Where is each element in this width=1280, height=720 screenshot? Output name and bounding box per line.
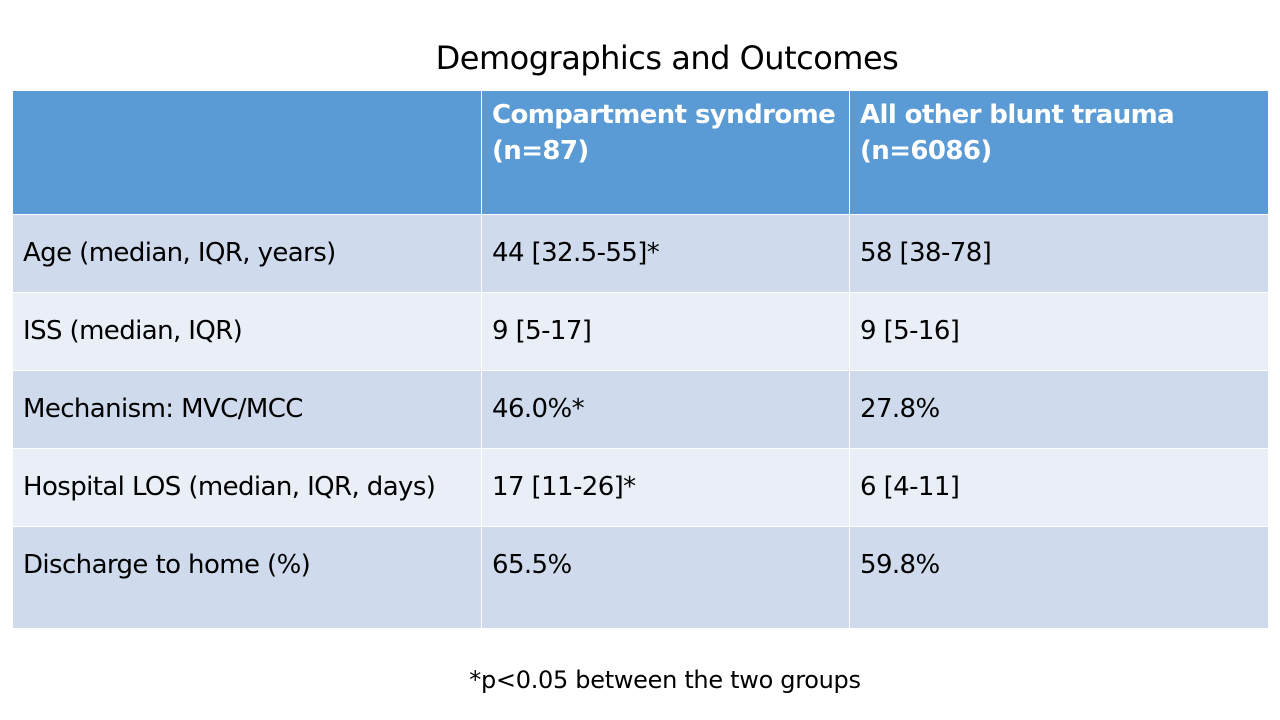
cell-other: 59.8% (849, 526, 1269, 629)
header-cell-other-blunt-trauma: All other blunt trauma (n=6086) (849, 90, 1269, 215)
cell-other: 9 [5-16] (849, 292, 1269, 371)
demographics-table: Compartment syndrome (n=87) All other bl… (12, 90, 1269, 629)
row-label: Hospital LOS (median, IQR, days) (12, 448, 482, 527)
slide-title: Demographics and Outcomes (435, 39, 899, 77)
table-row-iss: ISS (median, IQR) 9 [5-17] 9 [5-16] (12, 292, 1269, 371)
table-body: Age (median, IQR, years) 44 [32.5-55]* 5… (12, 214, 1269, 629)
header-cell-empty (12, 90, 482, 215)
table-row-mechanism: Mechanism: MVC/MCC 46.0%* 27.8% (12, 370, 1269, 449)
header-other-line1: All other blunt trauma (860, 100, 1175, 130)
cell-compartment: 65.5% (481, 526, 850, 629)
table-row-discharge: Discharge to home (%) 65.5% 59.8% (12, 526, 1269, 629)
row-label: ISS (median, IQR) (12, 292, 482, 371)
table-header: Compartment syndrome (n=87) All other bl… (12, 90, 1269, 215)
footnote: *p<0.05 between the two groups (469, 666, 861, 694)
row-label: Mechanism: MVC/MCC (12, 370, 482, 449)
cell-other: 58 [38-78] (849, 214, 1269, 293)
cell-other: 6 [4-11] (849, 448, 1269, 527)
cell-compartment: 17 [11-26]* (481, 448, 850, 527)
cell-compartment: 46.0%* (481, 370, 850, 449)
row-label: Age (median, IQR, years) (12, 214, 482, 293)
table-row-age: Age (median, IQR, years) 44 [32.5-55]* 5… (12, 214, 1269, 293)
table-row-hospital-los: Hospital LOS (median, IQR, days) 17 [11-… (12, 448, 1269, 527)
header-compartment-line1: Compartment syndrome (492, 100, 836, 130)
header-compartment-line2: (n=87) (492, 136, 589, 166)
header-other-line2: (n=6086) (860, 136, 992, 166)
cell-compartment: 9 [5-17] (481, 292, 850, 371)
cell-compartment: 44 [32.5-55]* (481, 214, 850, 293)
header-cell-compartment-syndrome: Compartment syndrome (n=87) (481, 90, 850, 215)
cell-other: 27.8% (849, 370, 1269, 449)
row-label: Discharge to home (%) (12, 526, 482, 629)
table-header-row: Compartment syndrome (n=87) All other bl… (12, 90, 1269, 215)
